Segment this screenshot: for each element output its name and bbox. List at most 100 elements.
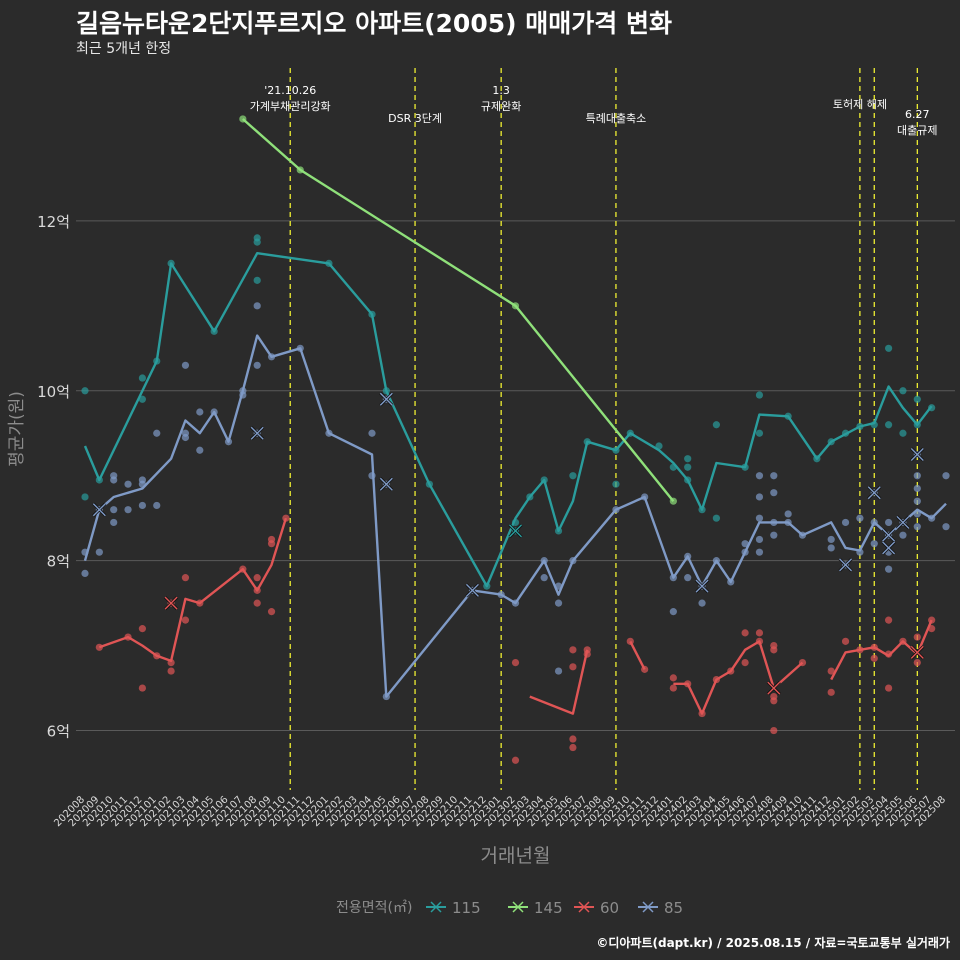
legend-swatch-cross — [642, 901, 654, 913]
series-60-point — [569, 663, 577, 671]
series-85-point — [196, 446, 204, 454]
legend-label-115: 115 — [452, 899, 481, 917]
series-85-point — [110, 518, 118, 527]
series-85-point — [755, 493, 764, 501]
series-85-point — [913, 484, 921, 493]
series-85-point — [698, 599, 706, 607]
series-85-cancelled-mark — [465, 583, 480, 598]
legend-title: 전용면적(㎡) — [336, 900, 412, 916]
series-85-point — [755, 535, 764, 544]
series-85-point — [913, 523, 921, 531]
series-85-point — [770, 489, 778, 497]
series-60-point — [841, 637, 850, 645]
series-115-point — [81, 387, 89, 395]
x-axis-title: 거래년월 — [481, 845, 551, 867]
series-60-point — [167, 667, 175, 675]
series-85-line — [83, 334, 947, 698]
series-115-point — [885, 344, 893, 352]
series-85-point — [153, 429, 161, 437]
y-axis-title: 평균가(원) — [7, 391, 27, 467]
series-115-point — [684, 463, 692, 471]
series-60-cancelled-mark — [164, 596, 179, 611]
series-60-line — [98, 517, 288, 663]
series-115-point — [755, 429, 764, 437]
event-label: 규제완화 — [481, 100, 521, 113]
series-60-cancelled-mark — [910, 645, 925, 660]
series-115-point — [755, 391, 764, 399]
series-85-point — [942, 523, 950, 531]
series-85-cancelled-mark — [694, 579, 710, 594]
series-85-cancelled-mark — [838, 557, 853, 572]
series-115-line — [83, 251, 933, 588]
series-60-point — [770, 697, 778, 705]
series-115-point — [569, 472, 577, 480]
chart-subtitle: 최근 5개년 한정 — [76, 41, 172, 57]
series-60-point — [741, 629, 749, 637]
series-60-point — [569, 735, 577, 743]
series-85-point — [95, 548, 103, 556]
legend-swatch-cross — [578, 901, 590, 913]
series-85-point — [124, 506, 132, 514]
event-label: 토허제 해제 — [833, 97, 887, 111]
series-60-point — [913, 658, 921, 667]
series-60-point — [569, 646, 577, 654]
series-60-line — [673, 640, 804, 715]
series-115-point — [81, 493, 89, 501]
series-60-point — [181, 616, 190, 624]
event-label: 대출규제 — [897, 124, 937, 137]
legend-swatch-cross — [512, 901, 524, 913]
series-85-cancelled-mark — [250, 426, 265, 441]
series-85-point — [770, 472, 778, 480]
series-85-point — [110, 476, 118, 484]
series-85-point — [181, 361, 190, 369]
series-60-line — [629, 640, 646, 670]
series-85-point — [181, 433, 190, 442]
series-85-point — [253, 302, 261, 310]
series-85-point — [755, 514, 764, 522]
series-85-point — [885, 565, 893, 573]
series-60-point — [827, 667, 835, 675]
series-85-cancelled-mark — [379, 477, 394, 492]
series-60-point — [267, 608, 276, 616]
series-85-point — [913, 472, 921, 480]
series-115-point — [684, 455, 692, 463]
series-85-point — [755, 548, 764, 556]
event-label: DSR 3단계 — [388, 112, 442, 125]
series-85-point — [138, 501, 146, 510]
series-85-point — [770, 531, 778, 539]
chart-title: 길음뉴타운2단지푸르지오 아파트(2005) 매매가격 변화 — [76, 9, 672, 38]
series-115-point — [913, 395, 921, 403]
series-115-cancelled-mark — [508, 523, 523, 538]
series-115-point — [712, 421, 721, 429]
series-85-point — [153, 501, 161, 510]
series-85-point — [196, 408, 204, 416]
series-115-point — [253, 276, 261, 284]
series-60-point — [253, 599, 261, 607]
series-85-point — [755, 472, 764, 480]
series-60-cancelled-mark — [766, 681, 781, 696]
series-85-point — [554, 667, 563, 675]
series-85-cancelled-mark — [379, 392, 394, 407]
series-60-point — [569, 743, 577, 752]
series-85-point — [885, 518, 893, 527]
legend-label-145: 145 — [534, 899, 563, 917]
series-85-point — [841, 518, 850, 527]
legend-swatch-cross — [430, 901, 442, 913]
series-85-point — [942, 472, 950, 480]
y-tick-label: 10억 — [37, 383, 70, 401]
series-60-point — [138, 625, 146, 633]
series-85-cancelled-mark — [895, 515, 911, 530]
series-85-cancelled-mark — [867, 485, 882, 500]
series-85-point — [81, 569, 89, 578]
series-115-point — [253, 238, 261, 246]
event-label: 특례대출축소 — [586, 112, 647, 125]
event-label: 가계부채관리강화 — [250, 100, 331, 113]
series-85-point — [684, 574, 692, 582]
series-85-point — [124, 480, 132, 488]
series-85-point — [856, 514, 864, 522]
series-115-point — [899, 429, 907, 437]
series-60-point — [181, 574, 190, 582]
series-60-point — [669, 684, 677, 692]
y-tick-label: 8억 — [47, 553, 70, 571]
